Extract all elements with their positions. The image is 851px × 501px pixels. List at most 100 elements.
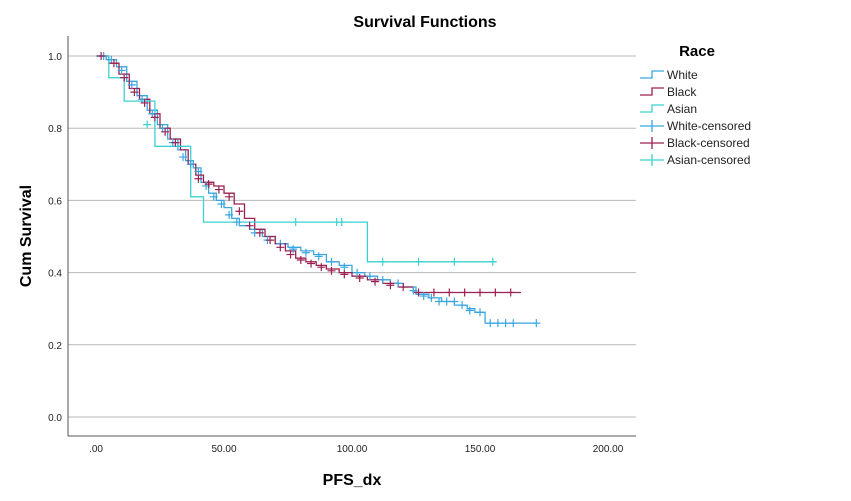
white-censor-mark bbox=[365, 272, 374, 281]
white-censor-mark bbox=[289, 245, 298, 254]
black-censor-mark bbox=[506, 288, 515, 297]
white-censor-mark bbox=[501, 319, 510, 328]
white-censor-mark bbox=[419, 292, 428, 301]
white-censor-mark bbox=[209, 192, 218, 201]
legend-title: Race bbox=[679, 43, 715, 60]
asian-censor-mark bbox=[291, 218, 300, 227]
legend-label-black: Black bbox=[667, 85, 697, 99]
black-censor-mark bbox=[491, 288, 500, 297]
black-censor-mark bbox=[97, 52, 106, 60]
y-tick-label: 0.4 bbox=[48, 269, 62, 280]
x-tick-labels: .00 50.00 100.00 150.00 200.00 bbox=[89, 444, 624, 455]
black-censor-mark bbox=[204, 180, 213, 189]
black-survival-line bbox=[96, 55, 521, 294]
black-censor-mark bbox=[245, 221, 254, 230]
censor-marks bbox=[97, 52, 541, 328]
asian-censor-mark bbox=[378, 257, 387, 266]
black-censor-mark bbox=[307, 259, 316, 268]
white-censor-mark bbox=[409, 286, 418, 295]
white-censor-mark bbox=[117, 66, 126, 75]
white-censor-mark bbox=[509, 319, 518, 328]
black-censor-mark bbox=[340, 270, 349, 279]
white-censor-mark bbox=[458, 301, 467, 310]
white-censor-mark bbox=[225, 210, 234, 219]
asian-censor-mark bbox=[337, 218, 346, 227]
series-lines bbox=[96, 55, 537, 324]
x-tick-label: 200.00 bbox=[593, 444, 624, 455]
legend: Race White Black Asian White-censored Black-… bbox=[640, 43, 751, 167]
black-censor-mark bbox=[225, 192, 234, 201]
x-tick-label: 150.00 bbox=[465, 444, 496, 455]
black-censor-mark bbox=[399, 283, 408, 292]
y-tick-label: 0.2 bbox=[48, 341, 62, 352]
white-censor-mark bbox=[232, 218, 241, 227]
white-censor-mark bbox=[394, 279, 403, 288]
white-censor-mark bbox=[378, 275, 387, 284]
asian-censor-mark bbox=[414, 257, 423, 266]
x-tick-label: 100.00 bbox=[337, 444, 368, 455]
legend-swatch-asian bbox=[640, 104, 664, 113]
asian-censor-mark bbox=[488, 257, 497, 266]
legend-swatch-black-censored bbox=[640, 137, 664, 149]
white-censor-mark bbox=[353, 268, 362, 277]
black-censor-mark bbox=[460, 288, 469, 297]
legend-swatch-white bbox=[640, 70, 664, 79]
asian-survival-line bbox=[96, 55, 496, 263]
y-tick-label: 0.0 bbox=[48, 413, 62, 424]
asian-censor-mark bbox=[450, 257, 459, 266]
white-censor-mark bbox=[217, 200, 226, 209]
white-censor-mark bbox=[179, 153, 188, 162]
white-censor-mark bbox=[301, 248, 310, 257]
x-axis-title: PFS_dx bbox=[323, 472, 382, 489]
black-censor-mark bbox=[429, 288, 438, 297]
x-tick-label: .00 bbox=[89, 444, 103, 455]
x-tick-label: 50.00 bbox=[211, 444, 236, 455]
white-survival-line bbox=[96, 55, 537, 324]
y-tick-labels: 0.0 0.2 0.4 0.6 0.8 1.0 bbox=[48, 52, 62, 424]
white-censor-mark bbox=[532, 319, 541, 328]
black-censor-mark bbox=[161, 127, 170, 136]
white-censor-mark bbox=[314, 252, 323, 261]
black-censor-mark bbox=[355, 274, 364, 283]
white-censor-mark bbox=[486, 319, 495, 328]
legend-label-black-censored: Black-censored bbox=[667, 136, 750, 150]
black-censor-mark bbox=[296, 255, 305, 264]
legend-label-asian: Asian bbox=[667, 102, 697, 116]
black-censor-mark bbox=[130, 88, 139, 97]
white-censor-mark bbox=[127, 80, 136, 89]
legend-swatch-black bbox=[640, 87, 664, 96]
y-tick-label: 0.8 bbox=[48, 124, 62, 135]
axes bbox=[67, 36, 636, 437]
black-censor-mark bbox=[194, 174, 203, 183]
black-censor-mark bbox=[445, 288, 454, 297]
black-censor-mark bbox=[120, 73, 129, 82]
legend-swatch-asian-censored bbox=[640, 154, 664, 166]
black-censor-mark bbox=[476, 288, 484, 297]
chart-title: Survival Functions bbox=[353, 14, 496, 31]
white-censor-mark bbox=[427, 293, 436, 302]
black-censor-mark bbox=[414, 288, 423, 297]
black-censor-mark bbox=[266, 236, 275, 245]
white-censor-mark bbox=[442, 297, 451, 306]
legend-label-white-censored: White-censored bbox=[667, 119, 751, 133]
legend-label-white: White bbox=[667, 68, 698, 82]
white-censor-mark bbox=[435, 297, 444, 306]
black-censor-mark bbox=[386, 281, 395, 290]
white-censor-mark bbox=[465, 306, 474, 315]
black-censor-mark bbox=[371, 277, 380, 286]
black-censor-mark bbox=[317, 263, 326, 272]
black-censor-mark bbox=[150, 113, 159, 122]
white-censor-mark bbox=[340, 263, 349, 272]
legend-label-asian-censored: Asian-censored bbox=[667, 153, 750, 167]
legend-swatch-white-censored bbox=[640, 120, 664, 132]
y-tick-label: 0.6 bbox=[48, 196, 62, 207]
black-censor-mark bbox=[286, 250, 295, 259]
black-censor-mark bbox=[171, 138, 180, 147]
black-censor-mark bbox=[327, 266, 336, 275]
black-censor-mark bbox=[140, 98, 149, 107]
black-censor-mark bbox=[235, 207, 244, 216]
white-censor-mark bbox=[194, 167, 203, 176]
y-axis-title: Cum Survival bbox=[18, 185, 35, 287]
white-censor-mark bbox=[327, 257, 336, 266]
